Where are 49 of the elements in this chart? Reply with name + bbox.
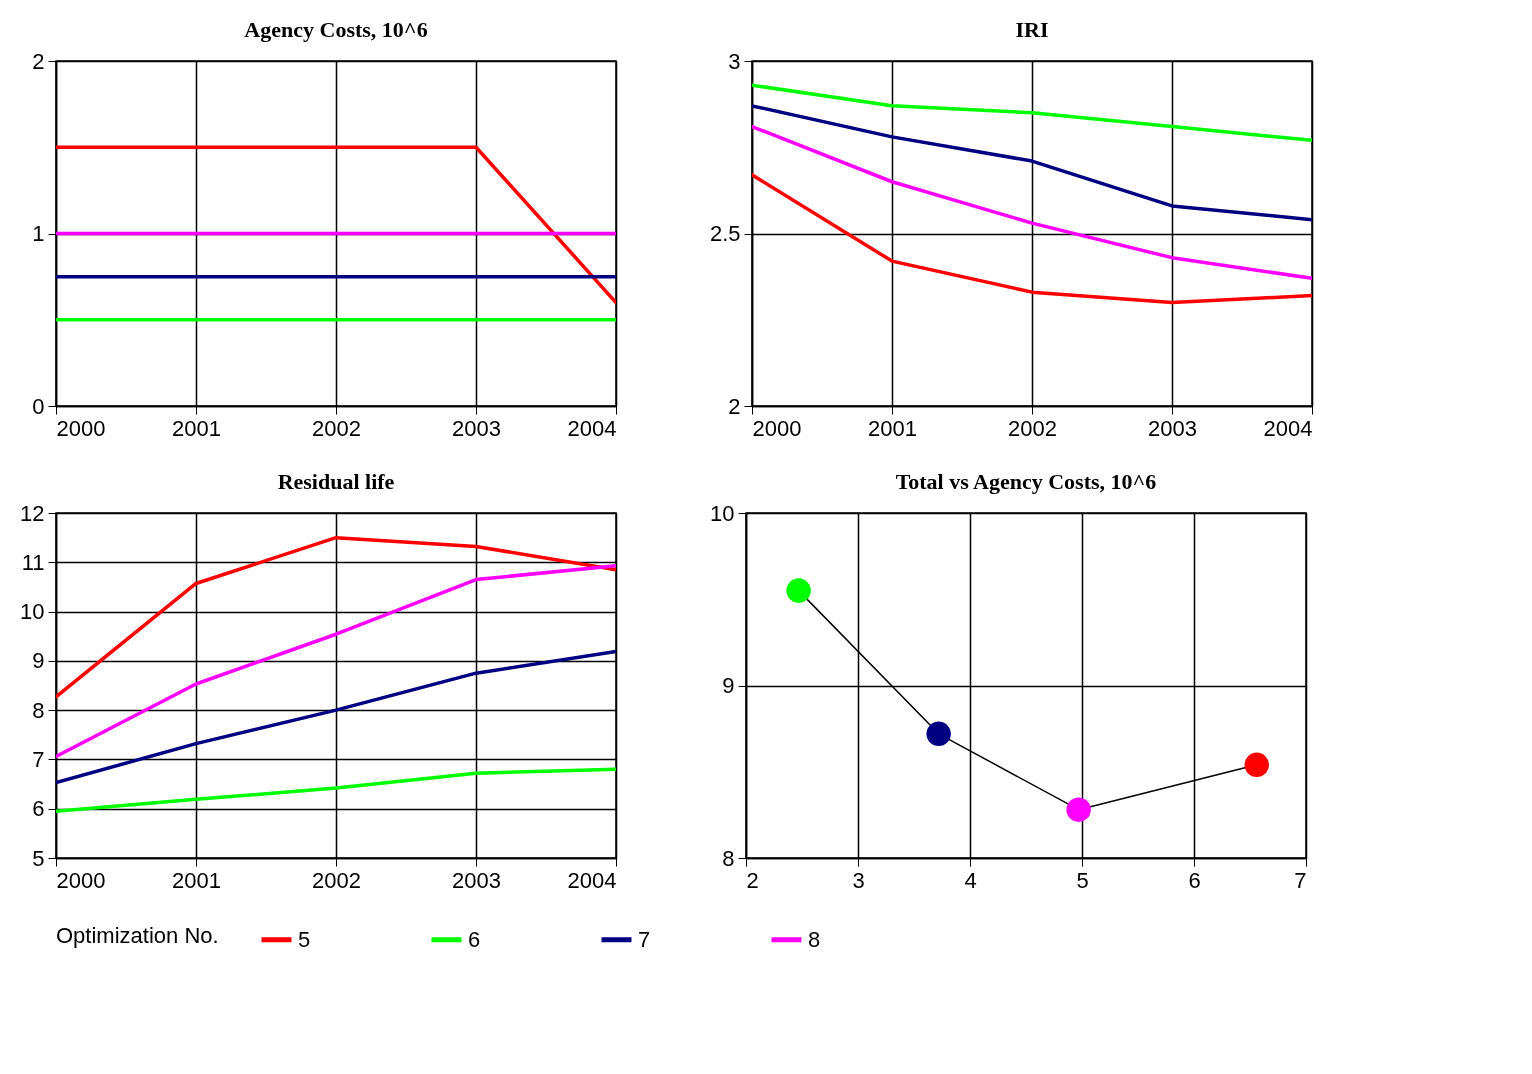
x-tick-label: 2004 — [567, 415, 617, 441]
x-tick-label: 3 — [852, 867, 865, 893]
y-tick-label: 2 — [728, 393, 741, 419]
legend-label: 6 — [468, 926, 481, 952]
y-tick-label: 8 — [32, 697, 45, 723]
x-tick-label: 2001 — [868, 415, 917, 441]
x-tick-label: 2001 — [172, 415, 221, 441]
legend-label: 7 — [638, 926, 651, 952]
line-series — [752, 104, 1312, 222]
y-tick-label: 2 — [32, 48, 45, 74]
chart-title: Total vs Agency Costs, 10^6 — [895, 469, 1157, 494]
y-tick-label: 10 — [710, 500, 735, 526]
legend-label: 8 — [808, 926, 821, 952]
y-tick-label: 11 — [21, 549, 45, 575]
x-tick-label: 2004 — [1263, 415, 1313, 441]
x-tick-label: 2002 — [1008, 415, 1057, 441]
y-tick-label: 2.5 — [709, 221, 741, 246]
x-tick-label: 2 — [746, 867, 759, 893]
chart-title: IRI — [1015, 17, 1049, 42]
x-tick-label: 2004 — [567, 867, 617, 893]
y-tick-label: 1 — [32, 221, 45, 246]
x-tick-label: 2003 — [452, 867, 501, 893]
x-tick-label: 2001 — [172, 867, 221, 893]
y-tick-label: 9 — [32, 648, 45, 674]
x-tick-label: 6 — [1188, 867, 1201, 893]
x-tick-label: 7 — [1294, 867, 1307, 893]
legend-label: 5 — [298, 926, 311, 952]
x-tick-label: 2000 — [752, 415, 802, 441]
chart-title: Residual life — [277, 469, 395, 494]
line-series — [752, 83, 1312, 143]
y-tick-label: 5 — [32, 845, 45, 871]
y-tick-label: 6 — [32, 796, 45, 822]
y-tick-label: 0 — [32, 393, 45, 419]
x-tick-label: 2000 — [56, 415, 106, 441]
y-tick-label: 8 — [722, 845, 735, 871]
x-tick-label: 2000 — [56, 867, 106, 893]
x-tick-label: 2003 — [1148, 415, 1197, 441]
legend-title: Optimization No. — [56, 923, 219, 948]
y-tick-label: 3 — [728, 48, 741, 74]
x-tick-label: 5 — [1076, 867, 1089, 893]
y-tick-label: 10 — [20, 599, 45, 625]
x-tick-label: 4 — [964, 867, 977, 893]
x-tick-label: 2003 — [452, 415, 501, 441]
y-tick-label: 12 — [20, 500, 45, 526]
x-tick-label: 2002 — [312, 415, 361, 441]
chart-title: Agency Costs, 10^6 — [244, 17, 428, 42]
y-tick-label: 7 — [32, 746, 45, 772]
y-tick-label: 9 — [722, 673, 735, 698]
x-tick-label: 2002 — [312, 867, 361, 893]
